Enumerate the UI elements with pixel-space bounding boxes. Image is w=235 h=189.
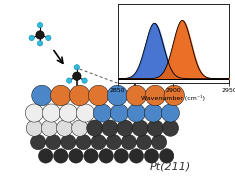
Circle shape <box>73 72 81 80</box>
Circle shape <box>26 120 43 136</box>
Circle shape <box>32 85 52 106</box>
Circle shape <box>132 120 148 136</box>
Circle shape <box>70 85 90 106</box>
Circle shape <box>54 149 68 163</box>
Circle shape <box>147 120 163 136</box>
Circle shape <box>59 104 77 122</box>
Circle shape <box>131 72 140 80</box>
Circle shape <box>67 78 72 83</box>
Circle shape <box>141 78 146 83</box>
Circle shape <box>110 104 129 122</box>
Circle shape <box>106 135 121 150</box>
Circle shape <box>114 149 129 163</box>
Circle shape <box>107 85 128 106</box>
Circle shape <box>162 120 179 136</box>
Circle shape <box>117 120 133 136</box>
Circle shape <box>129 149 144 163</box>
Circle shape <box>46 135 61 150</box>
Circle shape <box>25 104 43 122</box>
Text: Pt(211): Pt(211) <box>150 162 191 172</box>
Circle shape <box>121 135 136 150</box>
Circle shape <box>29 35 34 41</box>
Circle shape <box>87 120 103 136</box>
Circle shape <box>144 149 159 163</box>
Circle shape <box>145 85 165 106</box>
Circle shape <box>76 104 94 122</box>
Circle shape <box>69 149 83 163</box>
Circle shape <box>82 78 87 83</box>
Circle shape <box>72 120 88 136</box>
Circle shape <box>127 104 145 122</box>
Circle shape <box>164 85 184 106</box>
Circle shape <box>99 149 113 163</box>
Circle shape <box>36 31 44 39</box>
Circle shape <box>56 120 73 136</box>
Circle shape <box>37 41 43 46</box>
Circle shape <box>41 120 58 136</box>
Circle shape <box>144 104 162 122</box>
Circle shape <box>74 65 79 70</box>
Circle shape <box>136 135 152 150</box>
Circle shape <box>126 85 147 106</box>
Circle shape <box>161 104 180 122</box>
Circle shape <box>51 85 71 106</box>
Circle shape <box>84 149 98 163</box>
Circle shape <box>102 120 118 136</box>
Circle shape <box>76 135 91 150</box>
Circle shape <box>42 104 60 122</box>
X-axis label: Wavenumber (cm⁻¹): Wavenumber (cm⁻¹) <box>141 95 205 101</box>
Circle shape <box>46 35 51 41</box>
Circle shape <box>61 135 76 150</box>
Circle shape <box>88 85 109 106</box>
Circle shape <box>93 104 111 122</box>
Circle shape <box>125 78 130 83</box>
Circle shape <box>39 149 53 163</box>
Circle shape <box>160 149 174 163</box>
Circle shape <box>152 135 167 150</box>
Circle shape <box>37 22 43 28</box>
Circle shape <box>91 135 106 150</box>
Circle shape <box>133 65 138 70</box>
Circle shape <box>31 135 46 150</box>
